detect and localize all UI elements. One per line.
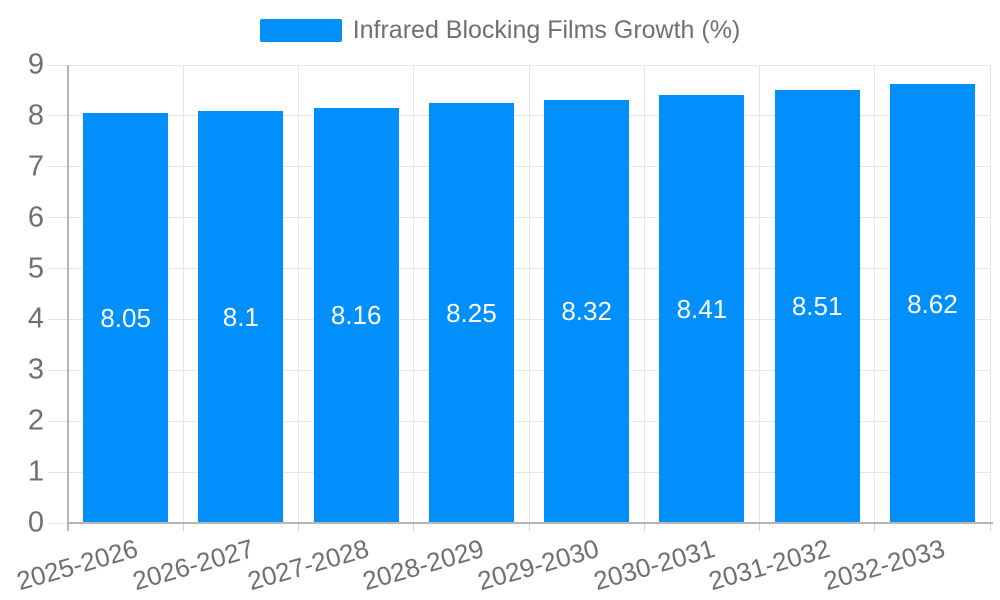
bar[interactable]: 8.05 bbox=[83, 113, 169, 523]
y-tick-mark bbox=[48, 268, 68, 270]
bar-value-label: 8.25 bbox=[446, 298, 497, 329]
x-tick-label: 2028-2029 bbox=[359, 533, 488, 597]
y-tick-mark bbox=[48, 318, 68, 320]
y-tick-mark bbox=[48, 166, 68, 168]
y-tick-mark bbox=[48, 471, 68, 473]
bar[interactable]: 8.51 bbox=[774, 89, 860, 523]
y-tick-mark bbox=[48, 115, 68, 117]
x-tick-label: 2027-2028 bbox=[244, 533, 372, 597]
bar-value-label: 8.62 bbox=[907, 288, 958, 319]
plot-area: 0 1 2 3 4 5 6 7 8 9 8.05 8.1 8.16 8.25 8.32 8.41 8.51 8.6… bbox=[14, 50, 993, 596]
y-tick-label: 9 bbox=[27, 48, 44, 81]
bar[interactable]: 8.32 bbox=[544, 99, 630, 523]
vertical-gridline bbox=[989, 65, 991, 523]
x-tick-label: 2032-2033 bbox=[820, 533, 949, 597]
y-tick-label: 1 bbox=[27, 455, 44, 488]
bar-value-label: 8.41 bbox=[676, 294, 728, 325]
x-tick-label: 2030-2031 bbox=[589, 533, 718, 597]
bar[interactable]: 8.16 bbox=[313, 107, 399, 523]
y-tick-label: 6 bbox=[27, 201, 44, 234]
y-tick-label: 3 bbox=[27, 353, 44, 386]
x-tick-mark bbox=[413, 523, 415, 531]
legend[interactable]: Infrared Blocking Films Growth (%) bbox=[0, 18, 1000, 43]
x-tick-label: 2029-2030 bbox=[474, 533, 603, 597]
bar-value-label: 8.16 bbox=[330, 300, 382, 331]
y-tick-label: 8 bbox=[27, 99, 44, 132]
x-tick-label: 2025-2026 bbox=[13, 533, 142, 597]
y-tick-label: 7 bbox=[27, 150, 44, 183]
x-tick-mark bbox=[182, 523, 184, 531]
x-tick-mark bbox=[759, 523, 760, 531]
y-tick-mark bbox=[48, 217, 68, 219]
vertical-gridline bbox=[759, 65, 760, 523]
bar[interactable]: 8.41 bbox=[659, 95, 745, 523]
bar[interactable]: 8.1 bbox=[198, 110, 284, 523]
x-tick-mark bbox=[643, 523, 645, 531]
y-tick-mark bbox=[48, 420, 68, 422]
x-tick-mark bbox=[298, 523, 299, 531]
y-tick-mark bbox=[48, 64, 68, 66]
x-tick-mark bbox=[874, 523, 876, 531]
y-tick-label: 5 bbox=[27, 252, 44, 285]
vertical-gridline bbox=[528, 65, 530, 523]
x-tick-mark bbox=[989, 523, 991, 531]
vertical-gridline bbox=[413, 65, 415, 523]
vertical-gridline bbox=[298, 65, 299, 523]
y-tick-mark bbox=[48, 522, 68, 524]
legend-label[interactable]: Infrared Blocking Films Growth (%) bbox=[352, 16, 741, 44]
bar[interactable]: 8.62 bbox=[889, 84, 975, 523]
x-tick-label: 2026-2027 bbox=[128, 533, 257, 597]
legend-marker[interactable] bbox=[259, 19, 342, 42]
vertical-gridline bbox=[182, 65, 184, 523]
y-tick-label: 4 bbox=[27, 302, 44, 335]
bar-value-label: 8.05 bbox=[100, 303, 151, 334]
bar[interactable]: 8.25 bbox=[428, 103, 514, 523]
vertical-gridline bbox=[874, 65, 876, 523]
vertical-gridline bbox=[643, 65, 645, 523]
x-tick-label: 2031-2032 bbox=[705, 533, 833, 597]
y-tick-label: 2 bbox=[27, 404, 44, 437]
y-axis-line bbox=[67, 65, 69, 531]
x-tick-mark bbox=[528, 523, 530, 531]
bar-value-label: 8.32 bbox=[561, 296, 612, 327]
y-tick-label: 0 bbox=[27, 506, 44, 539]
bar-value-label: 8.1 bbox=[222, 301, 259, 332]
bar-value-label: 8.51 bbox=[791, 291, 843, 322]
x-axis-line bbox=[67, 522, 993, 524]
y-tick-mark bbox=[48, 369, 68, 371]
